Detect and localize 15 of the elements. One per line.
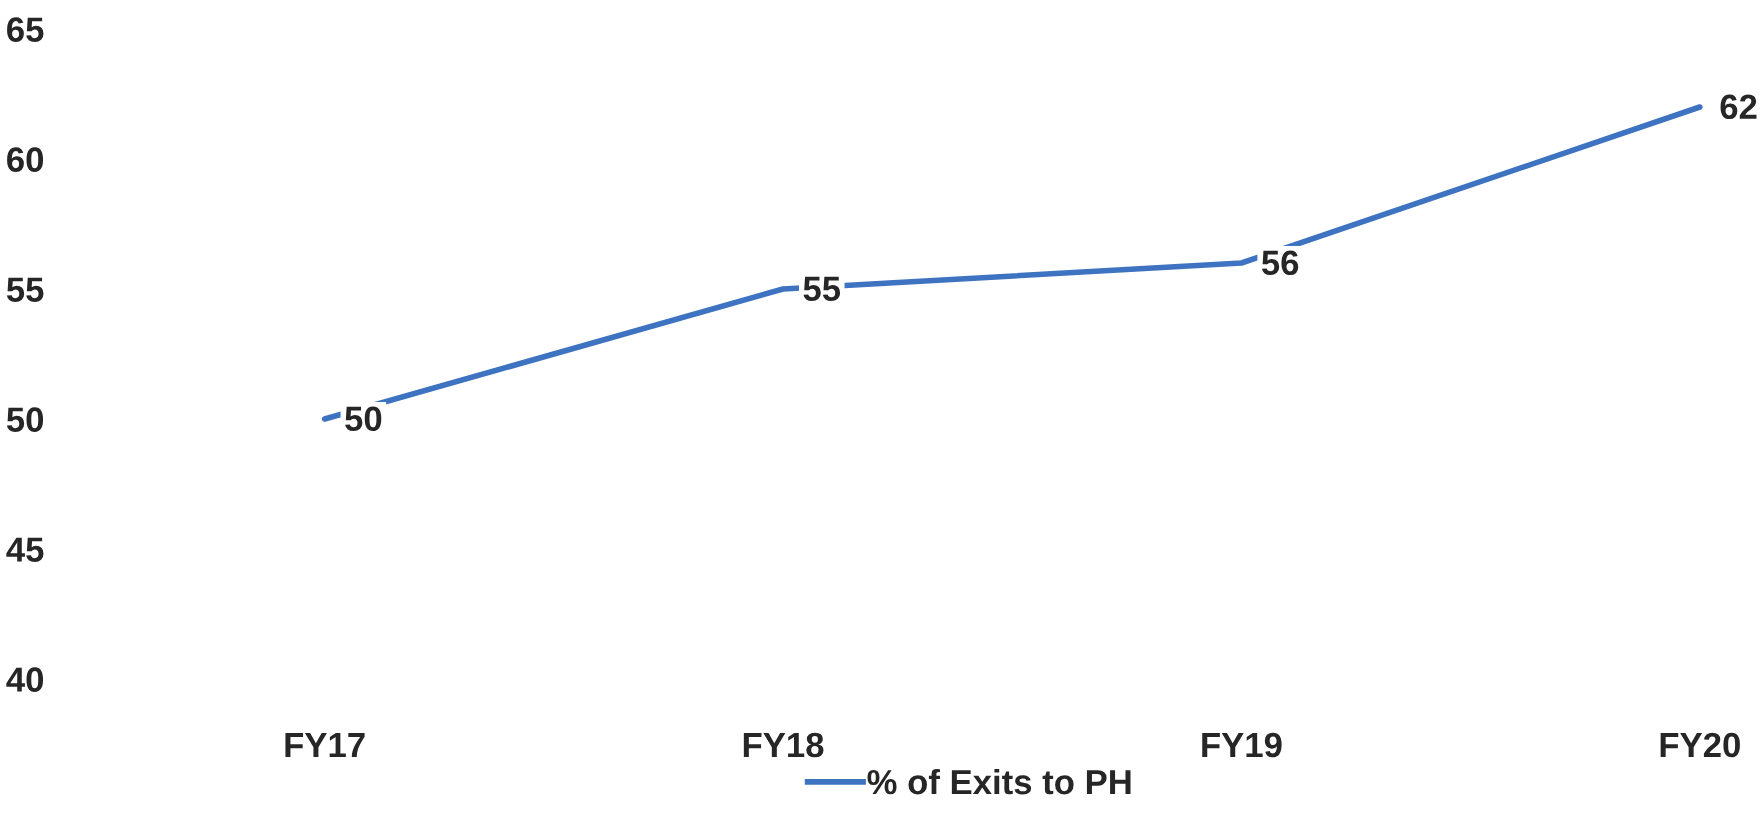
y-tick-label: 65 [7,17,44,42]
legend-label: % of Exits to PH [867,768,1131,795]
data-label: 56 [1261,250,1299,276]
y-tick-label: 50 [6,407,44,432]
data-label: 62 [1720,94,1757,120]
x-tick-label: FY18 [743,732,824,758]
data-label: 55 [803,276,841,302]
y-tick-label: 45 [6,537,44,562]
data-label: 50 [345,406,382,432]
y-tick-label: 40 [6,667,44,692]
y-tick-label: 60 [7,147,44,172]
x-tick-label: FY19 [1202,732,1282,758]
x-tick-label: FY20 [1660,732,1740,758]
y-tick-label: 55 [6,277,44,302]
x-tick-label: FY17 [285,733,365,757]
